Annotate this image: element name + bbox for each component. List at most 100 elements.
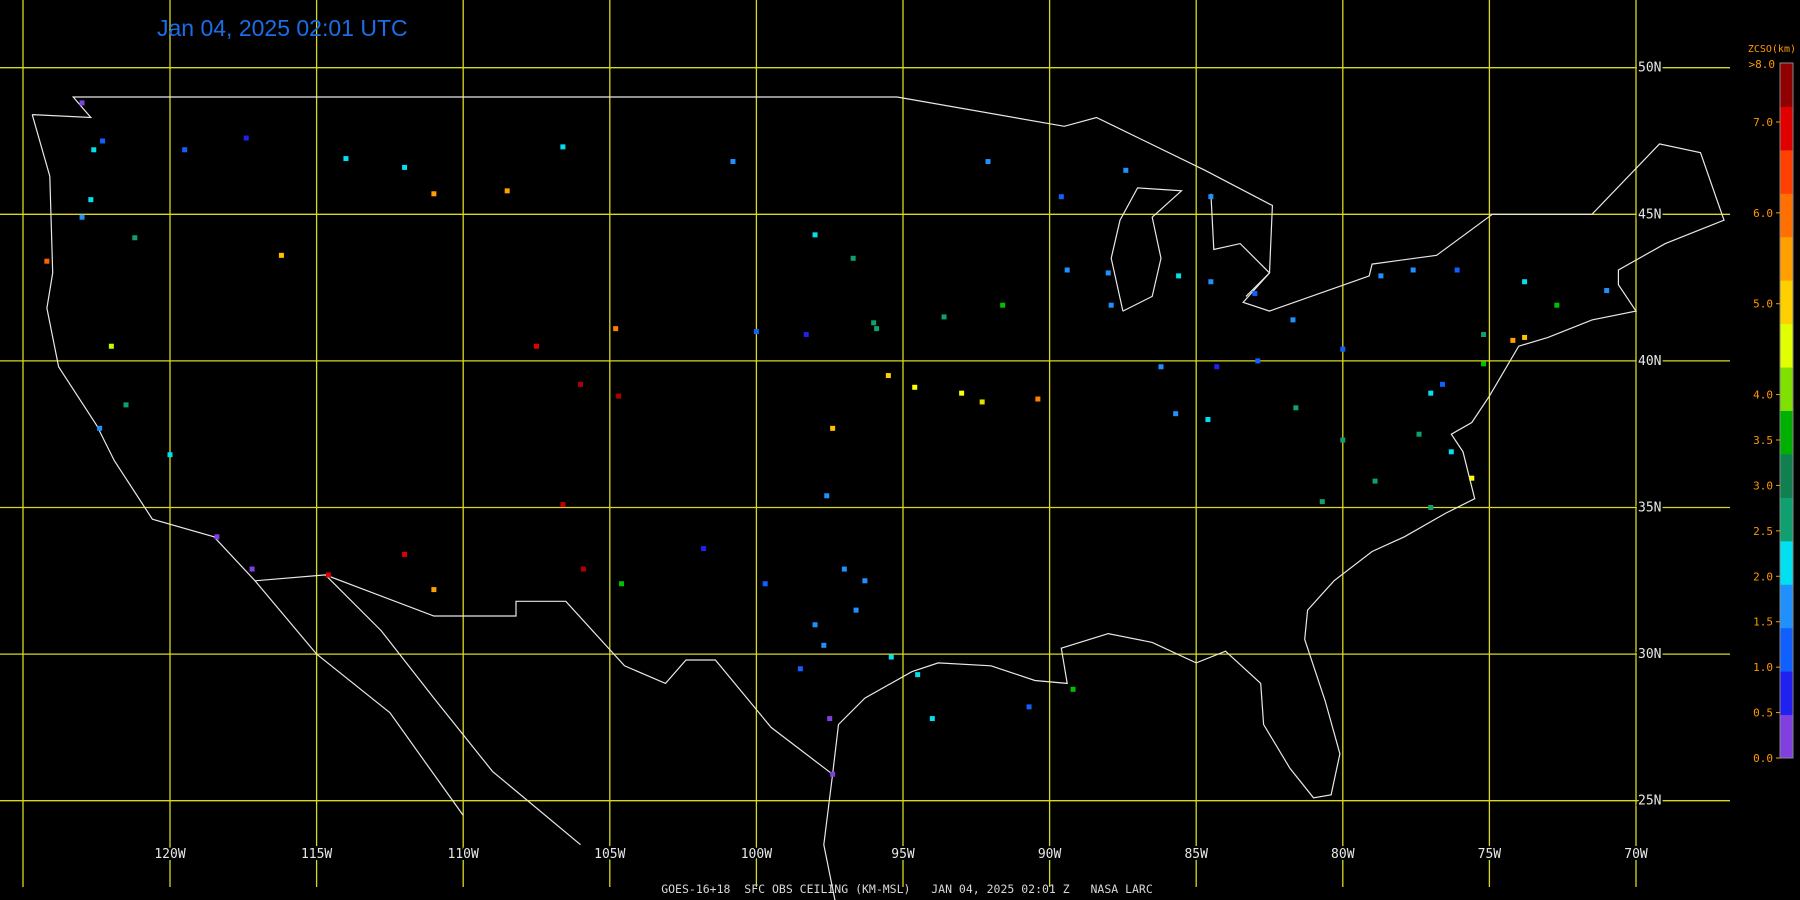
lon-label: 110W — [448, 847, 479, 862]
lon-label: 75W — [1478, 847, 1502, 862]
station — [402, 164, 408, 170]
station — [504, 188, 510, 194]
colorbar-swatch — [1780, 236, 1793, 281]
colorbar-swatch — [1780, 323, 1793, 368]
station — [803, 332, 809, 338]
station — [580, 566, 586, 572]
station — [402, 551, 408, 557]
station — [824, 493, 830, 499]
station — [1176, 273, 1182, 279]
colorbar-swatch — [1780, 627, 1793, 672]
title: Jan 04, 2025 02:01 UTC — [157, 15, 408, 41]
outline — [1210, 193, 1271, 297]
station — [613, 326, 619, 332]
station — [1173, 411, 1179, 417]
station — [249, 566, 255, 572]
station — [1255, 358, 1261, 364]
station — [619, 581, 625, 587]
lon-label: 80W — [1331, 847, 1355, 862]
station — [985, 159, 991, 165]
station — [1428, 390, 1434, 396]
colorbar-swatch — [1780, 63, 1793, 107]
coastline — [31, 96, 1725, 900]
lat-label: 40N — [1638, 354, 1661, 369]
lon-label: 90W — [1038, 847, 1062, 862]
station — [1416, 431, 1422, 437]
station — [797, 666, 803, 672]
graticule — [0, 0, 1730, 887]
station — [830, 771, 836, 777]
station — [88, 197, 94, 203]
grid-labels: 50N 45N 40N 35N 30N 25N 120W 115W 110W 105W 100W 95… — [152, 59, 1663, 864]
colorbar-swatch — [1780, 714, 1793, 759]
station — [874, 326, 880, 332]
stations — [44, 100, 1610, 777]
station — [1108, 302, 1114, 308]
station — [1064, 267, 1070, 273]
station — [821, 642, 827, 648]
station — [1481, 361, 1487, 367]
station — [100, 138, 106, 144]
station — [97, 425, 103, 431]
station — [959, 390, 965, 396]
station — [912, 384, 918, 390]
colorbar-label: 6.0 — [1753, 207, 1773, 220]
station — [730, 159, 736, 165]
station — [841, 566, 847, 572]
station — [1510, 337, 1516, 343]
station — [343, 156, 349, 162]
station — [1252, 290, 1258, 296]
station — [862, 578, 868, 584]
colorbar-label: 7.0 — [1753, 116, 1773, 129]
station — [123, 402, 129, 408]
station — [1000, 302, 1006, 308]
station — [431, 191, 437, 197]
station — [91, 147, 97, 153]
station — [853, 607, 859, 613]
station — [830, 425, 836, 431]
station — [167, 452, 173, 458]
station — [1604, 288, 1610, 294]
station — [431, 587, 437, 593]
lat-label: 45N — [1638, 207, 1661, 222]
station — [1340, 346, 1346, 352]
station — [941, 314, 947, 320]
station — [915, 672, 921, 678]
station — [1469, 475, 1475, 481]
station — [79, 100, 85, 106]
station — [850, 255, 856, 261]
station — [979, 399, 985, 405]
colorbar-swatch — [1780, 280, 1793, 325]
station — [1214, 364, 1220, 370]
lat-label: 25N — [1638, 794, 1661, 809]
lon-label: 85W — [1184, 847, 1208, 862]
station — [1439, 381, 1445, 387]
colorbar-swatch — [1780, 367, 1793, 411]
station — [1208, 279, 1214, 285]
station — [1105, 270, 1111, 276]
station — [1340, 437, 1346, 443]
lon-label: 120W — [154, 847, 185, 862]
colorbar-swatch — [1780, 453, 1793, 498]
lon-label: 115W — [301, 847, 332, 862]
lon-label: 105W — [594, 847, 625, 862]
station — [762, 581, 768, 587]
station — [108, 343, 114, 349]
station — [1158, 364, 1164, 370]
station — [214, 534, 220, 540]
outline — [324, 574, 581, 846]
station — [577, 381, 583, 387]
station — [1372, 478, 1378, 484]
station — [616, 393, 622, 399]
lat-label: 50N — [1638, 61, 1661, 76]
station — [1522, 279, 1528, 285]
outline — [254, 580, 464, 816]
station — [1205, 417, 1211, 423]
station — [1522, 334, 1528, 340]
station — [1293, 405, 1299, 411]
colorbar-label: 1.5 — [1753, 616, 1773, 629]
station — [132, 235, 138, 241]
colorbar-label: 3.0 — [1753, 479, 1773, 492]
station — [1378, 273, 1384, 279]
